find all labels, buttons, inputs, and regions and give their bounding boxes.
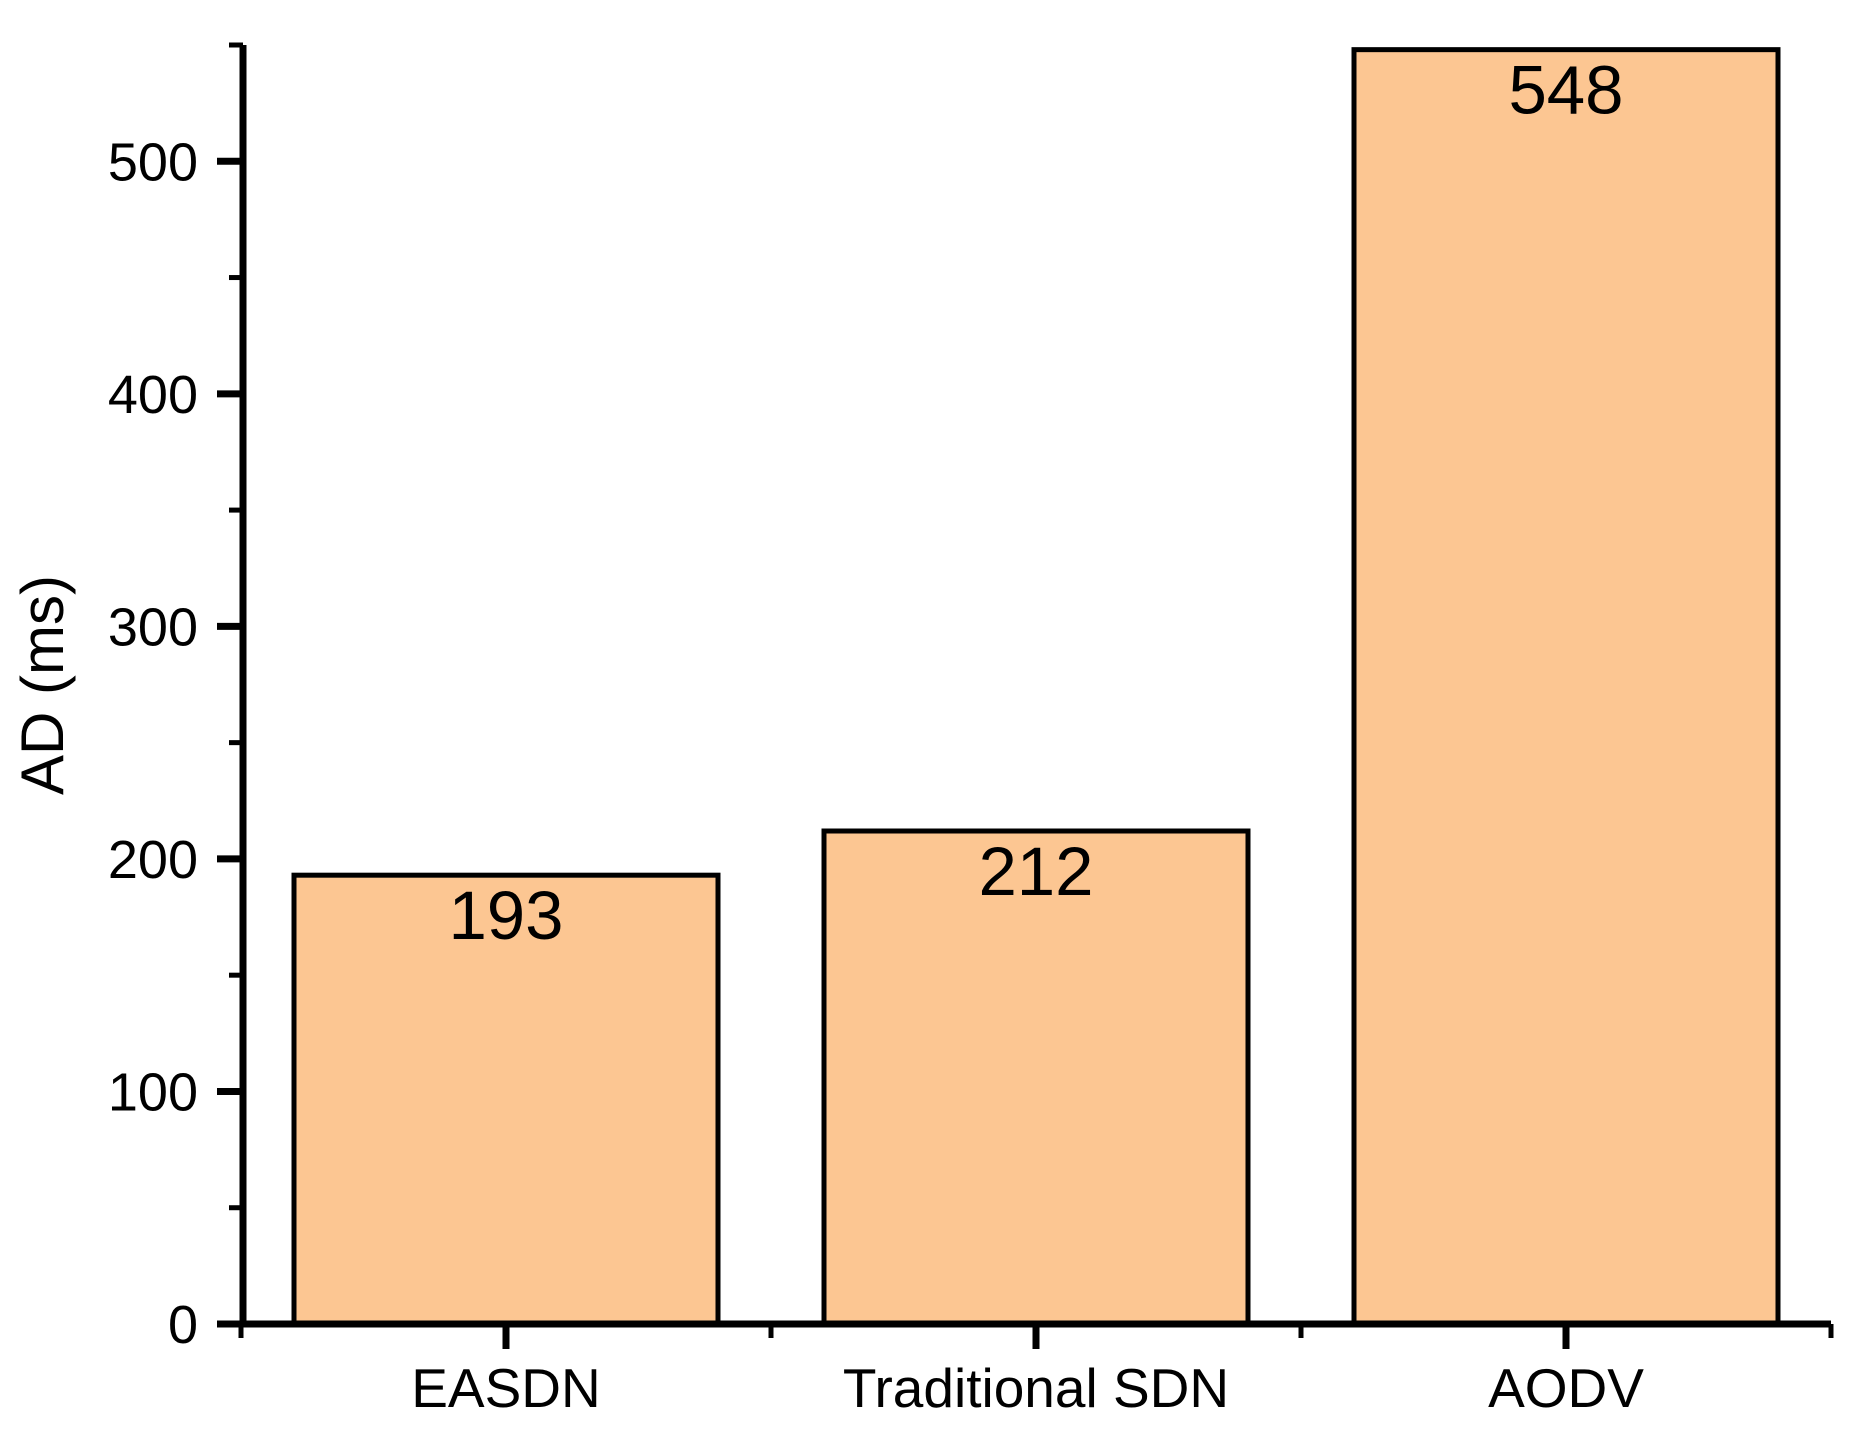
y-tick-label: 200 (108, 830, 198, 890)
y-tick-label: 300 (108, 597, 198, 657)
y-tick-label: 400 (108, 365, 198, 425)
y-tick-label: 100 (108, 1062, 198, 1122)
bar-value-label: 548 (1508, 52, 1623, 129)
y-tick-label: 500 (108, 132, 198, 192)
x-category-label: Traditional SDN (843, 1357, 1229, 1419)
x-category-label: EASDN (411, 1357, 601, 1419)
bar-easdn (291, 872, 721, 1327)
bar-value-label: 212 (978, 833, 1093, 910)
y-tick-label: 0 (168, 1295, 198, 1355)
bar-traditional-sdn (821, 828, 1251, 1327)
bar-aodv (1351, 47, 1781, 1327)
bar-value-label: 193 (448, 877, 563, 954)
x-category-label: AODV (1488, 1357, 1644, 1419)
y-axis-title: AD (ms) (9, 575, 76, 795)
